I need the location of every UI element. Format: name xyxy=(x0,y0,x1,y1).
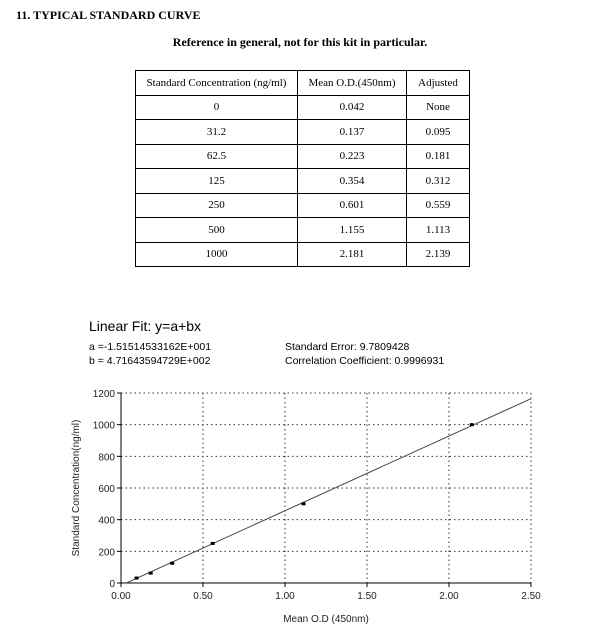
table-cell: 0.559 xyxy=(406,192,470,218)
table-cell: 0.601 xyxy=(297,192,407,218)
table-header: Standard Concentration (ng/ml) Mean O.D.… xyxy=(135,70,470,96)
reference-note: Reference in general, not for this kit i… xyxy=(172,35,428,49)
standard-error: Standard Error: 9.7809428 xyxy=(285,341,410,353)
table-row: 0 0.042 None xyxy=(135,94,470,120)
table-cell: 62.5 xyxy=(135,143,298,169)
table-row: 62.5 0.223 0.181 xyxy=(135,143,470,169)
table-row: 125 0.354 0.312 xyxy=(135,168,470,194)
x-tick-label: 0.00 xyxy=(111,591,131,602)
table-cell: 2.181 xyxy=(297,241,407,267)
correlation-coefficient: Correlation Coefficient: 0.9996931 xyxy=(285,355,445,367)
fit-param-b: b = 4.71643594729E+002 xyxy=(89,355,211,367)
data-point xyxy=(301,502,306,506)
y-tick-label: 600 xyxy=(98,484,115,495)
x-tick-label: 0.50 xyxy=(193,591,213,602)
x-axis-label: Mean O.D (450nm) xyxy=(283,614,369,625)
table-cell: 1.113 xyxy=(406,217,470,243)
y-tick-label: 1000 xyxy=(93,421,116,432)
table-cell: 0.095 xyxy=(406,119,470,145)
table-cell: 0.042 xyxy=(297,94,407,120)
table-cell: 0.223 xyxy=(297,143,407,169)
table-cell: 0.181 xyxy=(406,143,470,169)
data-point xyxy=(469,423,474,427)
table-cell: 0.312 xyxy=(406,168,470,194)
header-cell: Standard Concentration (ng/ml) xyxy=(135,70,298,96)
table-row: 250 0.601 0.559 xyxy=(135,192,470,218)
table-row: 500 1.155 1.113 xyxy=(135,217,470,243)
data-point xyxy=(148,571,153,575)
fit-param-a: a =-1.51514533162E+001 xyxy=(89,341,212,353)
header-cell: Mean O.D.(450nm) xyxy=(297,70,407,96)
table-row: 1000 2.181 2.139 xyxy=(135,241,470,267)
x-tick-label: 2.50 xyxy=(521,591,541,602)
x-tick-label: 1.00 xyxy=(275,591,295,602)
table-cell: 1.155 xyxy=(297,217,407,243)
section-title: 11. TYPICAL STANDARD CURVE xyxy=(16,8,201,22)
header-cell: Adjusted xyxy=(406,70,470,96)
data-point xyxy=(210,541,215,545)
table-cell: 2.139 xyxy=(406,241,470,267)
fit-line xyxy=(126,398,532,584)
y-tick-label: 200 xyxy=(98,547,115,558)
table-cell: 0 xyxy=(135,94,298,120)
y-axis-label: Standard Concentration(ng/ml) xyxy=(71,420,82,557)
standard-table: Standard Concentration (ng/ml) Mean O.D.… xyxy=(135,70,470,267)
y-tick-label: 800 xyxy=(98,452,115,463)
table-cell: 1000 xyxy=(135,241,298,267)
x-tick-label: 2.00 xyxy=(439,591,459,602)
table-cell: None xyxy=(406,94,470,120)
data-point xyxy=(170,561,175,565)
x-tick-label: 1.50 xyxy=(357,591,377,602)
table-cell: 0.354 xyxy=(297,168,407,194)
y-tick-label: 1200 xyxy=(93,389,116,400)
y-tick-label: 0 xyxy=(109,579,115,590)
y-tick-label: 400 xyxy=(98,516,115,527)
fit-title: Linear Fit: y=a+bx xyxy=(89,318,202,334)
data-point xyxy=(134,576,139,580)
